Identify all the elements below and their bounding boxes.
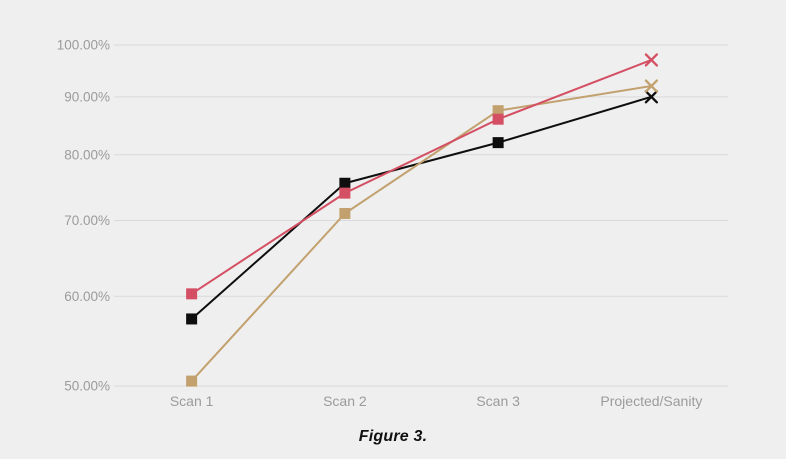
marker-square-black-series	[339, 177, 351, 189]
y-tick-label: 70.00%	[64, 213, 110, 228]
x-axis-label: Projected/Sanity	[600, 393, 702, 409]
marker-x-cross-black-series	[644, 90, 659, 104]
y-tick-label: 50.00%	[64, 379, 110, 394]
marker-square-crimson-series	[339, 187, 351, 199]
series-line-black-series	[190, 95, 652, 320]
series-line-crimson-series	[191, 59, 652, 295]
marker-square-tan-series	[492, 105, 504, 117]
marker-x-cross-tan-series	[644, 79, 659, 93]
y-tick-label: 60.00%	[64, 289, 110, 304]
y-tick-label: 100.00%	[57, 38, 110, 53]
marker-square-crimson-series	[492, 113, 504, 125]
marker-x-cross-crimson-series	[644, 53, 659, 67]
x-axis-label: Scan 3	[476, 393, 520, 409]
marker-square-black-series	[186, 313, 198, 325]
line-chart: 100.00% 90.00% 80.00% 70.00% 60.00% 50.00% Sca…	[57, 38, 728, 409]
x-axis-label: Scan 1	[170, 393, 214, 409]
marker-square-tan-series	[339, 207, 351, 219]
series-line-tan-series	[190, 85, 652, 382]
x-axis-label: Scan 2	[323, 393, 367, 409]
marker-square-crimson-series	[186, 288, 198, 300]
y-tick-label: 80.00%	[64, 147, 110, 162]
marker-square-tan-series	[186, 375, 198, 387]
marker-square-black-series	[492, 137, 504, 149]
y-tick-label: 90.00%	[64, 89, 110, 104]
figure-caption: Figure 3.	[358, 428, 428, 445]
